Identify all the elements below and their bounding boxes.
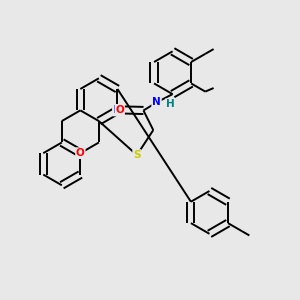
Text: O: O	[115, 105, 124, 115]
Text: N: N	[152, 98, 161, 107]
Text: N: N	[113, 105, 122, 116]
Text: N: N	[113, 105, 122, 116]
Text: H: H	[166, 99, 174, 109]
Text: S: S	[133, 150, 141, 160]
Text: O: O	[76, 148, 85, 158]
